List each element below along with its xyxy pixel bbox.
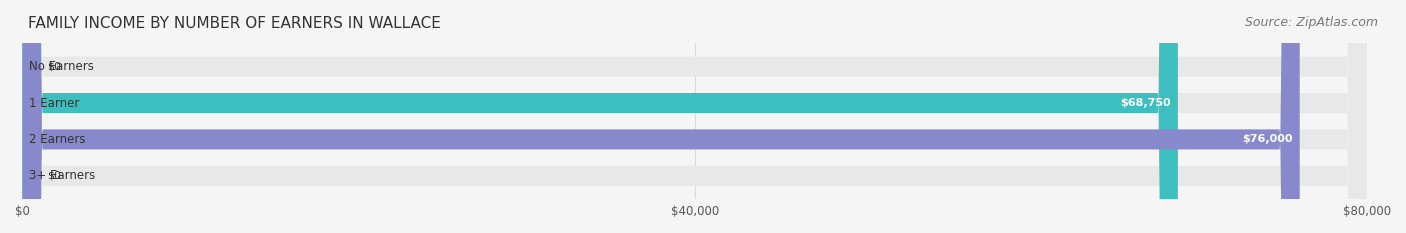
FancyBboxPatch shape xyxy=(22,0,1367,233)
FancyBboxPatch shape xyxy=(22,0,1367,233)
Text: $0: $0 xyxy=(46,171,60,181)
Text: $0: $0 xyxy=(46,62,60,72)
Text: 1 Earner: 1 Earner xyxy=(30,96,80,110)
Text: 3+ Earners: 3+ Earners xyxy=(30,169,96,182)
Text: $68,750: $68,750 xyxy=(1121,98,1171,108)
Text: $76,000: $76,000 xyxy=(1243,134,1294,144)
Text: Source: ZipAtlas.com: Source: ZipAtlas.com xyxy=(1244,16,1378,29)
Text: FAMILY INCOME BY NUMBER OF EARNERS IN WALLACE: FAMILY INCOME BY NUMBER OF EARNERS IN WA… xyxy=(28,16,441,31)
FancyBboxPatch shape xyxy=(22,0,1367,233)
FancyBboxPatch shape xyxy=(22,0,1299,233)
FancyBboxPatch shape xyxy=(22,0,1178,233)
Text: No Earners: No Earners xyxy=(30,60,94,73)
Text: 2 Earners: 2 Earners xyxy=(30,133,86,146)
FancyBboxPatch shape xyxy=(22,0,1367,233)
